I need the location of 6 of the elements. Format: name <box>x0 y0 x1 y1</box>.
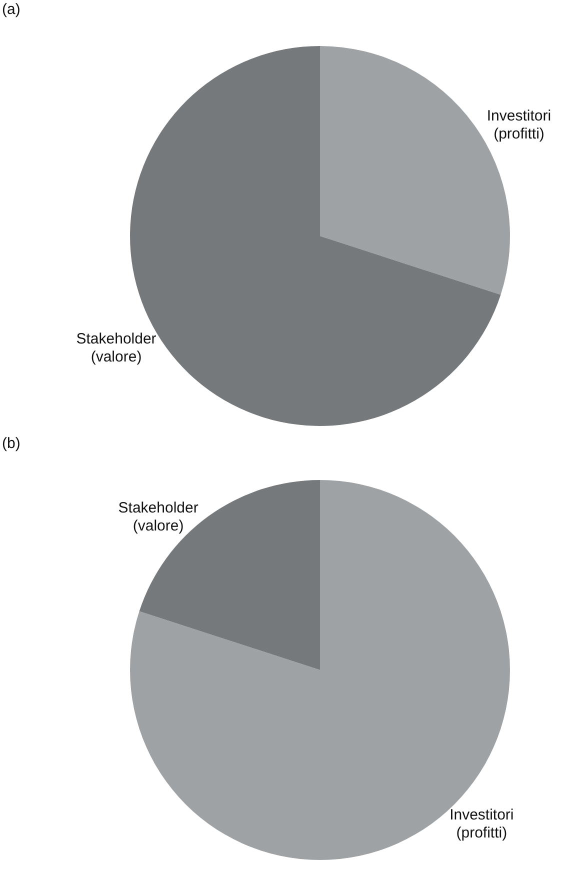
chart-title: (a) <box>2 1 20 18</box>
slice-label: Investitori (profitti) <box>450 806 514 842</box>
chart-title: (b) <box>2 435 20 452</box>
slice-label: Stakeholder (valore) <box>76 330 156 366</box>
slice-label: Investitori (profitti) <box>486 107 552 142</box>
slice-label: Stakeholder (valore) <box>118 499 198 534</box>
